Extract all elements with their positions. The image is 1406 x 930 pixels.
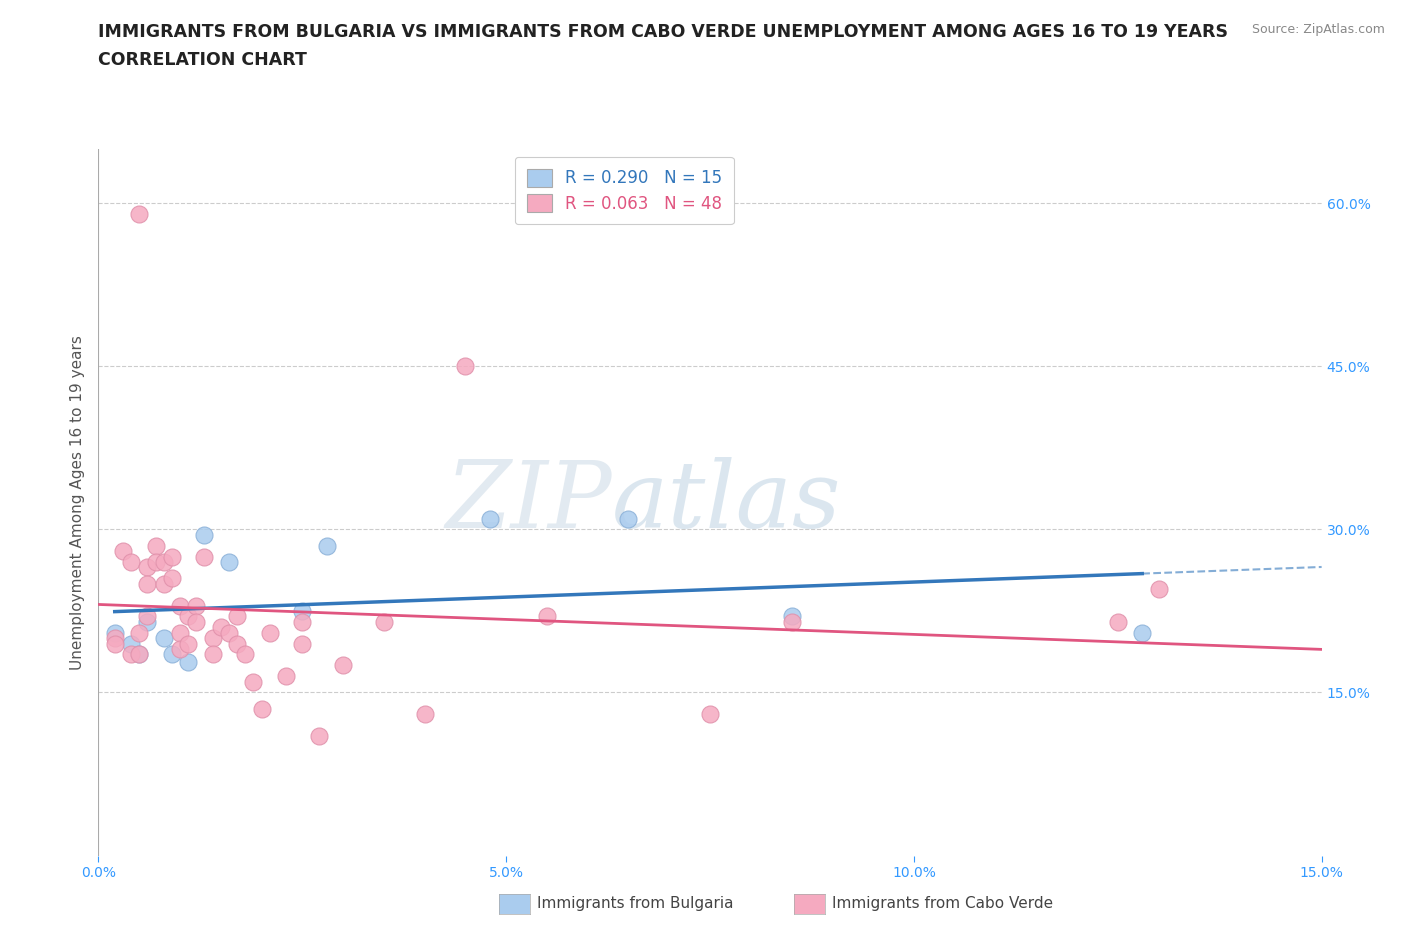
Point (128, 647, 150, 662)
Point (780, 609, 803, 624)
Text: CORRELATION CHART: CORRELATION CHART (98, 51, 308, 69)
Point (242, 674, 264, 689)
Point (120, 636, 142, 651)
Point (291, 615, 314, 630)
Point (332, 658, 354, 672)
Text: ZIP: ZIP (446, 458, 612, 547)
Point (201, 647, 224, 662)
Point (193, 527, 215, 542)
Point (291, 636, 314, 651)
Point (128, 206, 150, 221)
Text: IMMIGRANTS FROM BULGARIA VS IMMIGRANTS FROM CABO VERDE UNEMPLOYMENT AMONG AGES 1: IMMIGRANTS FROM BULGARIA VS IMMIGRANTS F… (98, 23, 1229, 41)
Point (128, 647, 150, 662)
Point (201, 631, 224, 645)
Point (780, 615, 803, 630)
Point (186, 598, 208, 613)
Point (136, 560, 159, 575)
Point (169, 625, 191, 640)
Point (250, 701, 273, 716)
Point (145, 538, 167, 553)
Point (209, 619, 232, 634)
Point (120, 554, 142, 569)
Point (177, 636, 200, 651)
Point (233, 647, 256, 662)
Point (152, 577, 174, 591)
Point (413, 707, 436, 722)
Point (152, 554, 174, 569)
Point (169, 642, 191, 657)
Point (160, 647, 183, 662)
Point (193, 549, 215, 564)
Point (617, 512, 640, 526)
Point (136, 609, 159, 624)
Text: Source: ZipAtlas.com: Source: ZipAtlas.com (1251, 23, 1385, 36)
Point (1147, 582, 1170, 597)
Point (186, 615, 208, 630)
Point (1107, 615, 1129, 630)
Point (226, 609, 249, 624)
Point (274, 669, 297, 684)
Point (226, 636, 249, 651)
Point (136, 615, 159, 630)
Point (291, 604, 314, 618)
Text: Immigrants from Bulgaria: Immigrants from Bulgaria (537, 897, 734, 911)
Point (128, 625, 150, 640)
Point (169, 598, 191, 613)
Point (160, 549, 183, 564)
Point (536, 609, 558, 624)
Point (136, 577, 159, 591)
Point (1130, 625, 1153, 640)
Point (478, 512, 501, 526)
Point (145, 554, 167, 569)
Point (259, 625, 281, 640)
Point (177, 609, 200, 624)
Point (308, 728, 330, 743)
Point (218, 554, 240, 569)
Point (315, 538, 337, 553)
Y-axis label: Unemployment Among Ages 16 to 19 years: Unemployment Among Ages 16 to 19 years (70, 335, 86, 670)
Point (104, 636, 127, 651)
Point (111, 544, 134, 559)
Point (120, 647, 142, 662)
Point (218, 625, 240, 640)
Point (454, 359, 477, 374)
Point (373, 615, 395, 630)
Point (177, 655, 200, 670)
Point (104, 631, 127, 645)
Point (152, 631, 174, 645)
Legend: R = 0.290   N = 15, R = 0.063   N = 48: R = 0.290 N = 15, R = 0.063 N = 48 (515, 157, 734, 224)
Point (160, 571, 183, 586)
Text: atlas: atlas (612, 458, 842, 547)
Text: Immigrants from Cabo Verde: Immigrants from Cabo Verde (832, 897, 1053, 911)
Point (699, 707, 721, 722)
Point (104, 625, 127, 640)
